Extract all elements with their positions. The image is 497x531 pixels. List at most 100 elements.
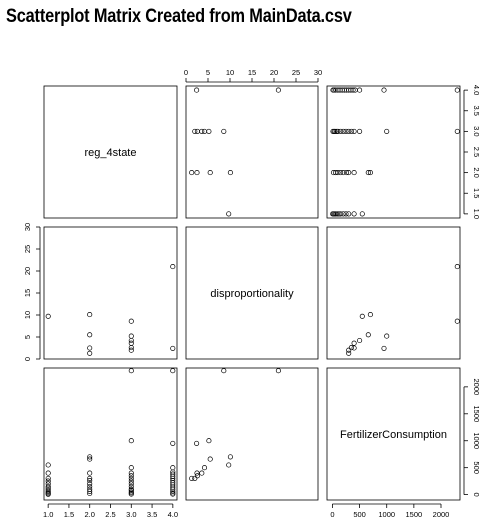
y-tick-label-disproportionality: 10 [23,311,32,319]
point-disproportionality-vs-FertilizerConsumption [359,313,365,319]
y-tick-label-disproportionality: 25 [23,245,32,253]
point-FertilizerConsumption-vs-disproportionality [226,462,232,468]
point-FertilizerConsumption-vs-reg_4state [87,481,93,487]
point-FertilizerConsumption-vs-disproportionality [194,470,200,476]
point-reg_4state-vs-FertilizerConsumption [351,170,357,176]
point-FertilizerConsumption-vs-disproportionality [192,475,198,481]
y-tick-label-reg_4state: 1.5 [472,188,481,198]
point-reg_4state-vs-FertilizerConsumption [343,170,350,176]
point-FertilizerConsumption-vs-disproportionality [206,438,212,444]
panel-reg_4state-FertilizerConsumption [326,85,461,219]
point-FertilizerConsumption-vs-disproportionality [194,440,200,446]
point-reg_4state-vs-FertilizerConsumption [340,170,346,176]
panel-FertilizerConsumption-FertilizerConsumption [326,367,461,501]
point-disproportionality-vs-FertilizerConsumption [454,318,460,324]
point-FertilizerConsumption-vs-reg_4state [128,470,134,476]
point-disproportionality-vs-reg_4state [45,313,51,319]
x-tick-label-reg_4state: 3.5 [147,510,157,519]
y-tick-label-FertilizerConsumption: 1000 [472,432,481,449]
x-tick-label-disproportionality: 5 [206,68,210,77]
point-reg_4state-vs-FertilizerConsumption [330,87,336,93]
point-reg_4state-vs-FertilizerConsumption [335,87,341,93]
point-FertilizerConsumption-vs-reg_4state [87,478,93,484]
y-tick-label-FertilizerConsumption: 2000 [472,379,481,396]
point-FertilizerConsumption-vs-reg_4state [87,470,93,476]
x-tick-label-FertilizerConsumption: 2000 [433,510,450,519]
x-tick-label-reg_4state: 1.0 [43,510,53,519]
point-reg_4state-vs-FertilizerConsumption [338,211,344,217]
point-disproportionality-vs-FertilizerConsumption [365,332,371,338]
point-disproportionality-vs-FertilizerConsumption [351,345,357,351]
y-tick-label-disproportionality: 0 [23,357,32,361]
x-tick-label-reg_4state: 4.0 [168,510,178,519]
point-reg_4state-vs-disproportionality [201,128,208,134]
point-disproportionality-vs-reg_4state [128,333,134,339]
point-FertilizerConsumption-vs-disproportionality [275,368,281,374]
point-reg_4state-vs-FertilizerConsumption [454,87,460,93]
y-tick-label-disproportionality: 30 [23,223,32,231]
point-FertilizerConsumption-vs-reg_4state [170,368,176,374]
point-disproportionality-vs-reg_4state [128,340,134,346]
point-FertilizerConsumption-vs-reg_4state [170,491,176,497]
point-reg_4state-vs-FertilizerConsumption [346,211,352,217]
x-tick-label-reg_4state: 2.5 [105,510,115,519]
point-reg_4state-vs-disproportionality [194,87,200,93]
point-reg_4state-vs-FertilizerConsumption [343,128,349,134]
point-disproportionality-vs-reg_4state [87,345,93,351]
point-reg_4state-vs-FertilizerConsumption [351,128,357,134]
point-disproportionality-vs-reg_4state [170,264,176,270]
point-reg_4state-vs-FertilizerConsumption [334,128,340,134]
point-reg_4state-vs-FertilizerConsumption [348,128,354,134]
point-FertilizerConsumption-vs-reg_4state [87,483,93,490]
panel-reg_4state-reg_4state [43,85,178,219]
point-disproportionality-vs-reg_4state [128,347,134,353]
point-disproportionality-vs-FertilizerConsumption [351,340,357,346]
point-FertilizerConsumption-vs-reg_4state [170,488,176,494]
point-reg_4state-vs-FertilizerConsumption [346,170,352,176]
point-disproportionality-vs-reg_4state [128,337,134,344]
point-reg_4state-vs-FertilizerConsumption [351,211,357,217]
point-reg_4state-vs-FertilizerConsumption [357,128,363,134]
point-FertilizerConsumption-vs-reg_4state [128,368,134,374]
point-FertilizerConsumption-vs-reg_4state [128,465,134,471]
point-FertilizerConsumption-vs-reg_4state [87,456,93,462]
point-reg_4state-vs-FertilizerConsumption [381,87,387,93]
point-reg_4state-vs-FertilizerConsumption [338,170,344,176]
point-FertilizerConsumption-vs-reg_4state [45,478,51,484]
point-disproportionality-vs-reg_4state [128,318,134,324]
point-reg_4state-vs-disproportionality [199,128,205,134]
y-tick-label-reg_4state: 1.0 [472,209,481,219]
variable-label-FertilizerConsumption: FertilizerConsumption [340,429,447,441]
point-reg_4state-vs-FertilizerConsumption [340,128,346,134]
point-reg_4state-vs-disproportionality [226,211,232,217]
point-disproportionality-vs-FertilizerConsumption [357,337,363,344]
point-FertilizerConsumption-vs-reg_4state [128,481,134,487]
point-reg_4state-vs-FertilizerConsumption [346,128,352,134]
point-reg_4state-vs-FertilizerConsumption [384,128,390,134]
point-FertilizerConsumption-vs-disproportionality [194,473,200,479]
point-disproportionality-vs-FertilizerConsumption [384,333,390,339]
point-FertilizerConsumption-vs-reg_4state [87,475,93,481]
point-reg_4state-vs-disproportionality [194,170,200,176]
point-disproportionality-vs-reg_4state [128,345,134,351]
x-tick-label-disproportionality: 10 [226,68,234,77]
point-reg_4state-vs-FertilizerConsumption [454,128,460,134]
point-FertilizerConsumption-vs-disproportionality [201,465,208,471]
x-tick-label-FertilizerConsumption: 500 [353,510,366,519]
point-disproportionality-vs-FertilizerConsumption [381,345,387,351]
variable-label-disproportionality: disproportionality [210,288,294,300]
point-FertilizerConsumption-vs-disproportionality [207,456,213,462]
point-FertilizerConsumption-vs-reg_4state [128,487,134,493]
point-FertilizerConsumption-vs-disproportionality [199,470,205,476]
panel-disproportionality-disproportionality [185,226,319,360]
x-tick-label-FertilizerConsumption: 0 [330,510,334,519]
point-reg_4state-vs-FertilizerConsumption [333,87,339,93]
point-reg_4state-vs-FertilizerConsumption [367,170,373,176]
point-FertilizerConsumption-vs-reg_4state [170,440,176,446]
y-tick-label-reg_4state: 3.5 [472,106,481,116]
y-tick-label-reg_4state: 4.0 [472,85,481,95]
x-tick-label-reg_4state: 3.0 [126,510,136,519]
point-disproportionality-vs-reg_4state [87,350,93,356]
y-tick-label-reg_4state: 2.0 [472,167,481,177]
